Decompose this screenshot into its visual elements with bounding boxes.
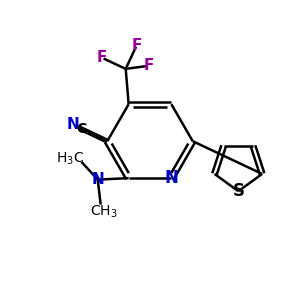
Text: CH$_3$: CH$_3$: [90, 204, 117, 220]
Text: C: C: [76, 122, 87, 136]
Text: H$_3$C: H$_3$C: [56, 151, 84, 167]
Text: F: F: [97, 50, 107, 65]
Text: N: N: [165, 169, 179, 187]
Text: N: N: [92, 172, 104, 187]
Text: S: S: [232, 182, 244, 200]
Text: N: N: [67, 117, 79, 132]
Text: F: F: [144, 58, 154, 74]
Text: F: F: [131, 38, 142, 53]
